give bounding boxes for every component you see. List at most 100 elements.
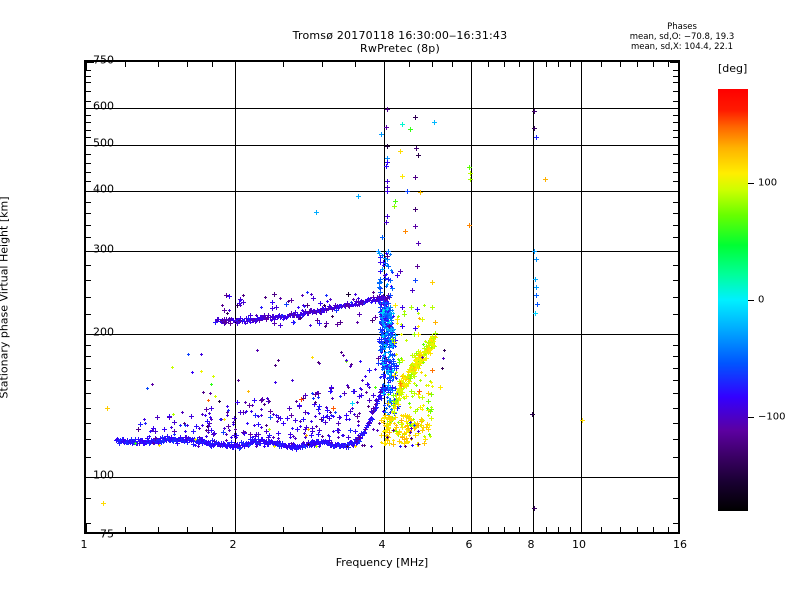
data-point [264, 438, 269, 444]
data-point [413, 326, 418, 331]
data-point [390, 335, 396, 340]
data-point [384, 214, 390, 219]
data-point [132, 439, 138, 445]
data-point [151, 440, 157, 445]
data-point [281, 317, 285, 321]
data-point [305, 440, 311, 445]
data-point [248, 432, 254, 438]
data-point [235, 320, 241, 326]
axis-tick [86, 423, 91, 424]
data-point [310, 356, 314, 360]
data-point [359, 301, 365, 307]
data-point [374, 401, 380, 407]
data-point [380, 373, 386, 379]
data-point [376, 293, 382, 299]
data-point [386, 357, 392, 363]
data-point [324, 324, 328, 328]
data-point [299, 313, 305, 319]
data-point [403, 377, 406, 381]
data-point [390, 361, 396, 367]
data-point [423, 441, 427, 445]
axis-tick [673, 181, 678, 182]
data-point [393, 398, 397, 402]
data-point [426, 346, 430, 350]
data-point [316, 320, 322, 326]
data-point [410, 395, 414, 399]
data-point [329, 386, 335, 392]
data-point [329, 297, 333, 301]
data-point [309, 445, 313, 449]
data-point [238, 444, 244, 450]
data-point [308, 441, 314, 447]
data-point [403, 444, 407, 448]
data-point [268, 409, 274, 414]
data-point [289, 445, 295, 451]
axis-tick [581, 62, 582, 70]
data-point [342, 443, 348, 449]
data-point [421, 361, 425, 365]
data-point [185, 436, 191, 442]
data-point [357, 412, 361, 416]
data-point [414, 366, 420, 372]
data-point [255, 441, 261, 447]
data-point [201, 438, 207, 444]
axis-tick [670, 62, 678, 63]
data-point [280, 441, 286, 447]
data-point [236, 379, 240, 383]
axis-tick [86, 70, 91, 71]
data-point [393, 333, 399, 339]
data-point [409, 287, 415, 293]
data-point [429, 416, 435, 422]
data-point [316, 432, 321, 438]
data-point [264, 317, 270, 323]
data-point [226, 316, 232, 322]
data-point [384, 295, 390, 301]
axis-tick [86, 145, 94, 146]
data-point [230, 318, 234, 322]
data-point [533, 257, 539, 262]
axis-tick [158, 527, 159, 532]
data-point [204, 406, 209, 412]
data-point [542, 176, 548, 182]
data-point [400, 435, 406, 441]
data-point [396, 357, 400, 361]
data-point [428, 433, 432, 437]
data-point [223, 319, 229, 325]
data-point [413, 224, 419, 230]
data-point [429, 381, 433, 385]
data-point [378, 388, 384, 394]
data-point [399, 392, 405, 397]
axis-tick [653, 62, 654, 67]
data-point [412, 331, 418, 337]
data-point [204, 429, 208, 432]
data-point [228, 442, 234, 448]
data-point [428, 351, 434, 356]
data-point [226, 404, 230, 408]
data-point [382, 345, 388, 350]
data-point [219, 318, 225, 324]
y-axis-tick-label: 100 [93, 468, 114, 482]
data-point [304, 310, 308, 314]
data-point [299, 396, 305, 402]
data-point [382, 263, 385, 267]
data-point [372, 407, 377, 413]
axis-tick [86, 62, 87, 70]
data-point [387, 295, 391, 298]
axis-tick [504, 527, 505, 532]
axis-tick [519, 527, 520, 532]
data-point [397, 420, 401, 424]
data-point [383, 424, 386, 428]
x-axis-tick-label: 4 [378, 538, 386, 551]
data-point [381, 335, 385, 339]
data-point [263, 445, 267, 449]
data-point [389, 268, 393, 272]
data-point [288, 310, 294, 316]
data-point [208, 406, 214, 412]
data-point [412, 409, 418, 415]
data-point [426, 349, 430, 353]
data-point [421, 350, 427, 356]
data-point [318, 444, 321, 448]
data-point [171, 412, 175, 416]
data-point [167, 413, 172, 419]
axis-tick [673, 457, 678, 458]
